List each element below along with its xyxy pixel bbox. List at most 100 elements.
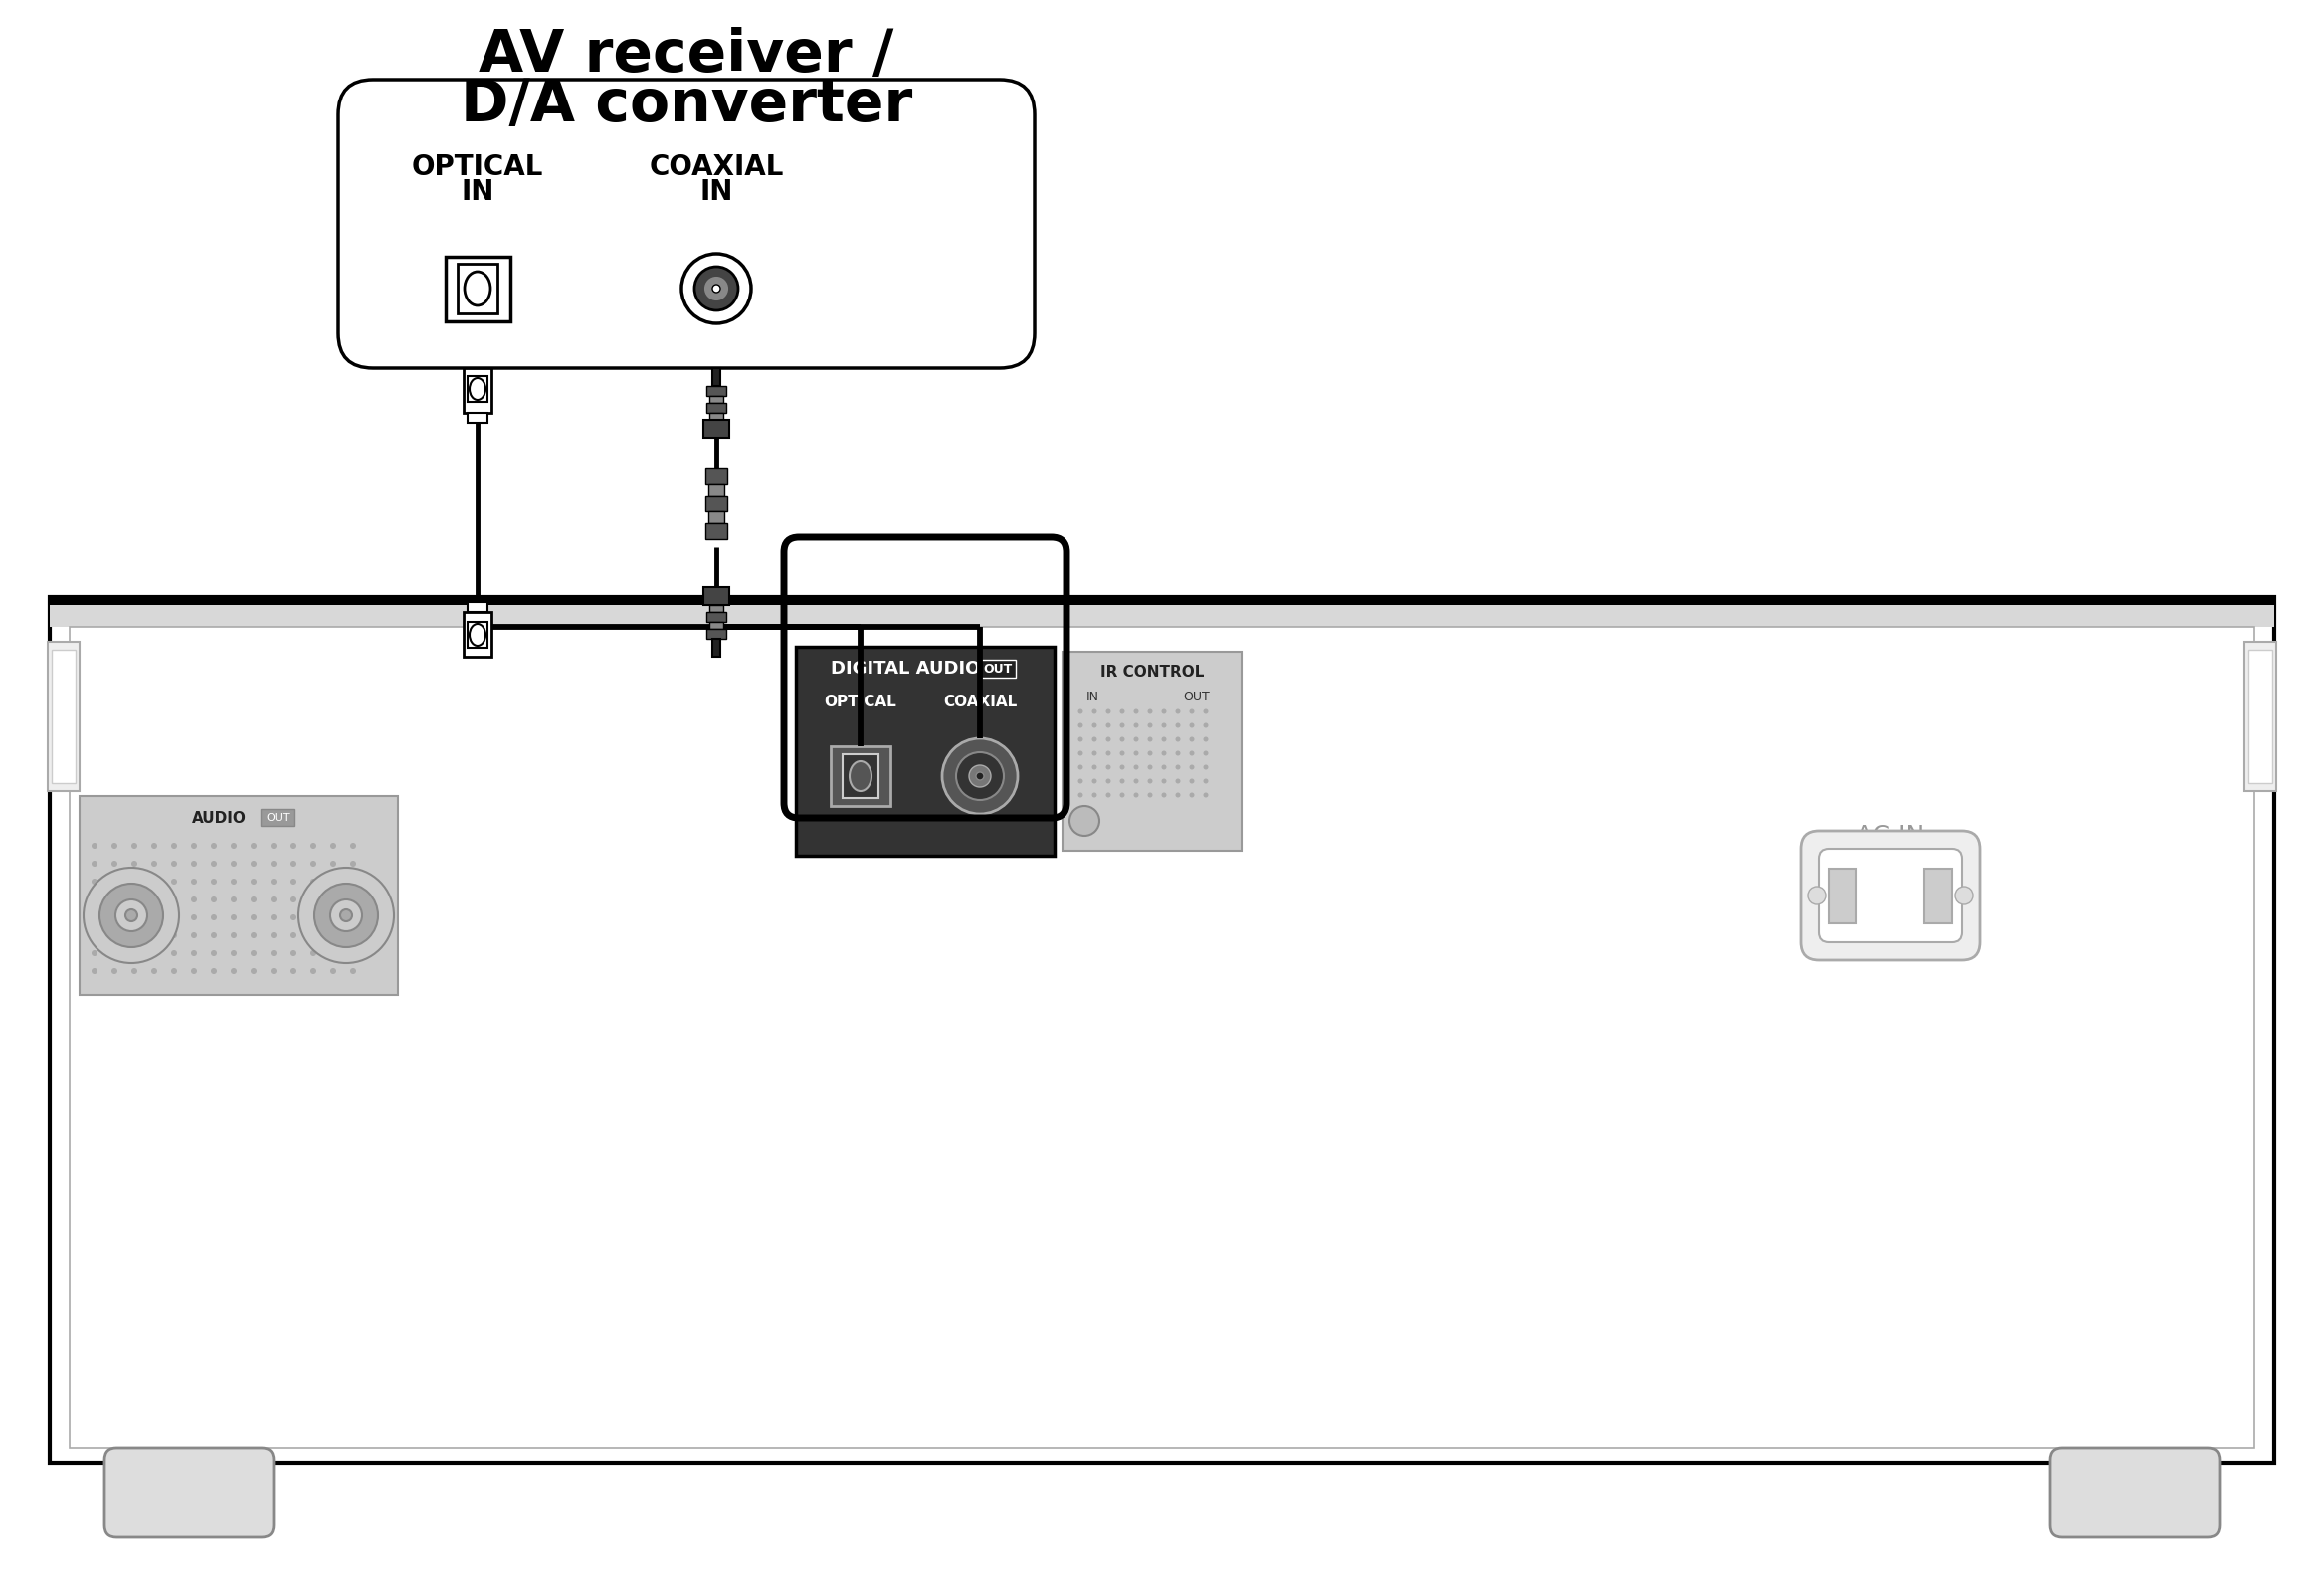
Circle shape [84,868,179,964]
Text: IN: IN [1085,690,1099,703]
Text: AUDIO: AUDIO [191,811,246,825]
Circle shape [172,914,177,921]
Circle shape [270,932,277,938]
Circle shape [311,879,316,884]
Circle shape [1176,765,1181,769]
Circle shape [351,932,356,938]
Circle shape [91,932,98,938]
Circle shape [330,860,337,867]
Bar [2245,642,2275,792]
Text: AC IN: AC IN [1857,824,1924,847]
Circle shape [290,951,297,956]
Circle shape [1204,709,1208,714]
Bar [709,605,723,612]
Circle shape [330,932,337,938]
Circle shape [112,897,119,903]
Text: DIGITAL AUDIO: DIGITAL AUDIO [830,660,981,677]
Circle shape [251,914,256,921]
Circle shape [311,843,316,849]
Circle shape [1106,779,1111,784]
Circle shape [1190,779,1195,784]
Circle shape [1078,765,1083,769]
Circle shape [211,914,216,921]
Circle shape [132,914,137,921]
Circle shape [270,897,277,903]
Text: AV receiver /: AV receiver / [479,27,895,83]
Text: IR CONTROL: IR CONTROL [1099,664,1204,679]
Circle shape [1190,793,1195,798]
Circle shape [290,932,297,938]
Circle shape [1954,887,1973,905]
Bar [709,413,723,421]
Circle shape [230,951,237,956]
Circle shape [1078,779,1083,784]
Circle shape [1120,793,1125,798]
Circle shape [132,843,137,849]
Circle shape [1204,765,1208,769]
Circle shape [1190,738,1195,742]
Circle shape [191,969,198,973]
Circle shape [211,897,216,903]
Circle shape [191,932,198,938]
Circle shape [132,879,137,884]
Circle shape [270,914,277,921]
Circle shape [151,969,158,973]
Circle shape [351,897,356,903]
Text: IN: IN [700,178,732,205]
Circle shape [1106,765,1111,769]
Circle shape [681,253,751,323]
Circle shape [330,897,337,903]
Circle shape [1148,779,1153,784]
Bar [1924,868,1952,922]
Circle shape [330,900,363,932]
Circle shape [1092,779,1097,784]
Bar [1062,652,1241,851]
Circle shape [230,860,237,867]
Circle shape [112,843,119,849]
Circle shape [172,932,177,938]
Circle shape [172,969,177,973]
Circle shape [132,969,137,973]
Circle shape [270,843,277,849]
Circle shape [1162,793,1167,798]
Circle shape [172,879,177,884]
Bar [713,639,720,656]
Circle shape [191,879,198,884]
Bar [51,650,77,784]
Circle shape [1134,765,1139,769]
Circle shape [172,897,177,903]
Circle shape [251,951,256,956]
Bar [467,376,488,401]
FancyBboxPatch shape [105,1448,274,1537]
Bar [467,621,488,648]
Circle shape [1078,738,1083,742]
Circle shape [112,914,119,921]
Bar [709,397,723,403]
Circle shape [1162,765,1167,769]
Circle shape [112,969,119,973]
Circle shape [1078,723,1083,728]
Circle shape [706,277,727,299]
Circle shape [112,879,119,884]
Circle shape [1106,793,1111,798]
Circle shape [1092,738,1097,742]
Circle shape [1134,738,1139,742]
Circle shape [91,969,98,973]
Circle shape [91,860,98,867]
Circle shape [251,879,256,884]
Circle shape [211,843,216,849]
Circle shape [1134,709,1139,714]
Circle shape [1204,738,1208,742]
Bar [709,621,723,629]
Circle shape [132,860,137,867]
Circle shape [172,860,177,867]
Circle shape [251,969,256,973]
Circle shape [151,879,158,884]
Circle shape [1162,723,1167,728]
Bar [49,597,2275,628]
Bar [462,368,490,413]
Ellipse shape [465,272,490,306]
Circle shape [191,860,198,867]
Circle shape [1204,793,1208,798]
Circle shape [1120,709,1125,714]
